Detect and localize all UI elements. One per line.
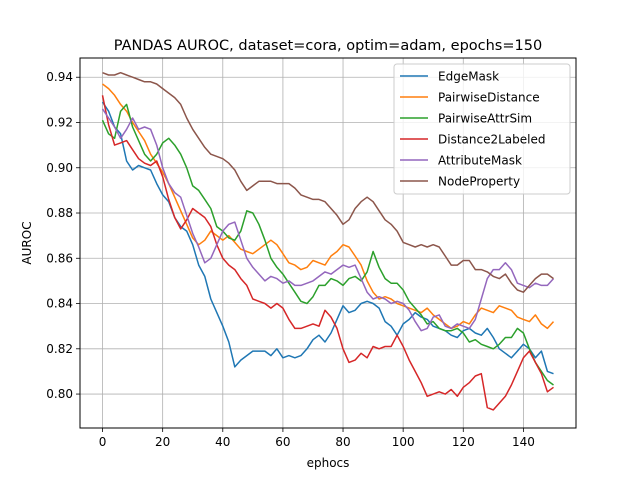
- series-line-distance2labeled: [101, 95, 554, 411]
- y-tick-label: 0.92: [46, 115, 73, 129]
- legend-label-attributemask: AttributeMask: [438, 154, 522, 168]
- series-lines: [101, 71, 555, 411]
- y-tick-label: 0.90: [46, 161, 73, 175]
- legend-label-distance2labeled: Distance2Labeled: [438, 133, 545, 147]
- legend-label-edgemask: EdgeMask: [438, 70, 499, 84]
- legend: EdgeMask PairwiseDistance PairwiseAttrSim D…: [393, 63, 571, 195]
- x-tick-label: 60: [275, 435, 290, 449]
- y-tick-label: 0.88: [46, 206, 73, 220]
- legend-label-pairwiseattrsim: PairwiseAttrSim: [438, 112, 532, 126]
- series-line-nodeproperty: [102, 71, 554, 293]
- y-tick-label: 0.86: [46, 251, 73, 265]
- legend-label-nodeproperty: NodeProperty: [438, 175, 520, 189]
- x-tick-label: 0: [99, 435, 107, 449]
- y-axis-label: AUROC: [20, 221, 34, 264]
- y-tick-label: 0.82: [46, 342, 73, 356]
- y-tick-label: 0.94: [46, 70, 73, 84]
- x-tick-label: 80: [335, 435, 350, 449]
- axis-ticks: 0 20 40 60 80 100 120 140 0.80 0.82 0.84 0.86 0.88 0.…: [46, 70, 535, 449]
- plot-frame: [79, 57, 577, 429]
- series-line-pairwiseattrsim: [101, 103, 554, 386]
- legend-items: EdgeMask PairwiseDistance PairwiseAttrSim D…: [400, 70, 545, 189]
- chart-title: PANDAS AUROC, dataset=cora, optim=adam, …: [114, 38, 542, 54]
- x-tick-label: 120: [452, 435, 475, 449]
- x-tick-label: 140: [512, 435, 535, 449]
- y-tick-label: 0.80: [46, 387, 73, 401]
- legend-label-pairwisedistance: PairwiseDistance: [438, 91, 540, 105]
- x-tick-label: 40: [215, 435, 230, 449]
- y-tick-label: 0.84: [46, 297, 73, 311]
- x-tick-label: 100: [392, 435, 415, 449]
- series-line-attributemask: [101, 108, 555, 332]
- x-axis-label: ephocs: [307, 456, 350, 470]
- x-tick-label: 20: [155, 435, 170, 449]
- legend-box: [393, 63, 571, 195]
